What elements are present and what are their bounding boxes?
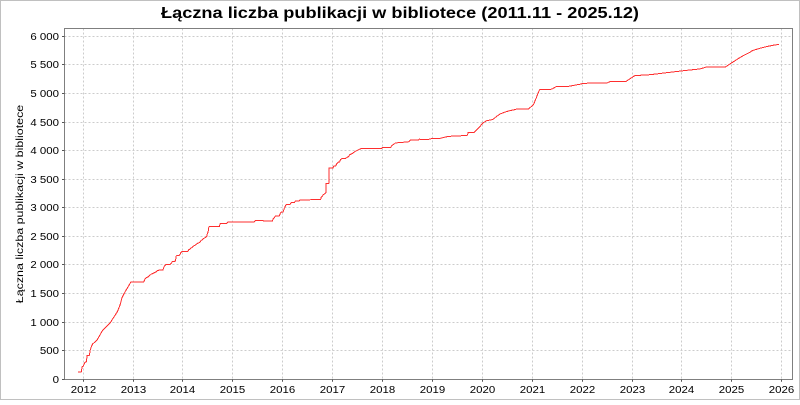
svg-text:2021: 2021 bbox=[520, 385, 546, 396]
svg-text:5 500: 5 500 bbox=[30, 60, 59, 71]
svg-text:2 000: 2 000 bbox=[30, 260, 59, 271]
svg-text:6 000: 6 000 bbox=[30, 32, 59, 43]
svg-text:3 000: 3 000 bbox=[30, 203, 59, 214]
svg-text:2018: 2018 bbox=[370, 385, 396, 396]
svg-text:2024: 2024 bbox=[669, 385, 695, 396]
svg-text:0: 0 bbox=[53, 375, 60, 386]
svg-text:2026: 2026 bbox=[769, 385, 795, 396]
svg-text:1 500: 1 500 bbox=[30, 289, 59, 300]
svg-text:4 500: 4 500 bbox=[30, 118, 59, 129]
svg-text:2025: 2025 bbox=[719, 385, 745, 396]
svg-text:2016: 2016 bbox=[270, 385, 296, 396]
svg-text:Łączna liczba publikacji w bib: Łączna liczba publikacji w bibliotece (2… bbox=[161, 5, 639, 22]
svg-text:3 500: 3 500 bbox=[30, 175, 59, 186]
svg-text:5 000: 5 000 bbox=[30, 89, 59, 100]
svg-text:2014: 2014 bbox=[170, 385, 196, 396]
svg-text:2022: 2022 bbox=[570, 385, 596, 396]
svg-text:2023: 2023 bbox=[620, 385, 646, 396]
svg-text:2 500: 2 500 bbox=[30, 232, 59, 243]
svg-text:2019: 2019 bbox=[420, 385, 446, 396]
svg-text:2020: 2020 bbox=[470, 385, 496, 396]
svg-text:2013: 2013 bbox=[121, 385, 147, 396]
svg-text:500: 500 bbox=[40, 346, 60, 357]
svg-text:4 000: 4 000 bbox=[30, 146, 59, 157]
svg-text:2012: 2012 bbox=[71, 385, 97, 396]
svg-text:2017: 2017 bbox=[320, 385, 346, 396]
svg-text:Łączna liczba publikacji w bib: Łączna liczba publikacji w bibliotece bbox=[15, 105, 26, 303]
svg-text:2015: 2015 bbox=[220, 385, 246, 396]
svg-text:1 000: 1 000 bbox=[30, 318, 59, 329]
